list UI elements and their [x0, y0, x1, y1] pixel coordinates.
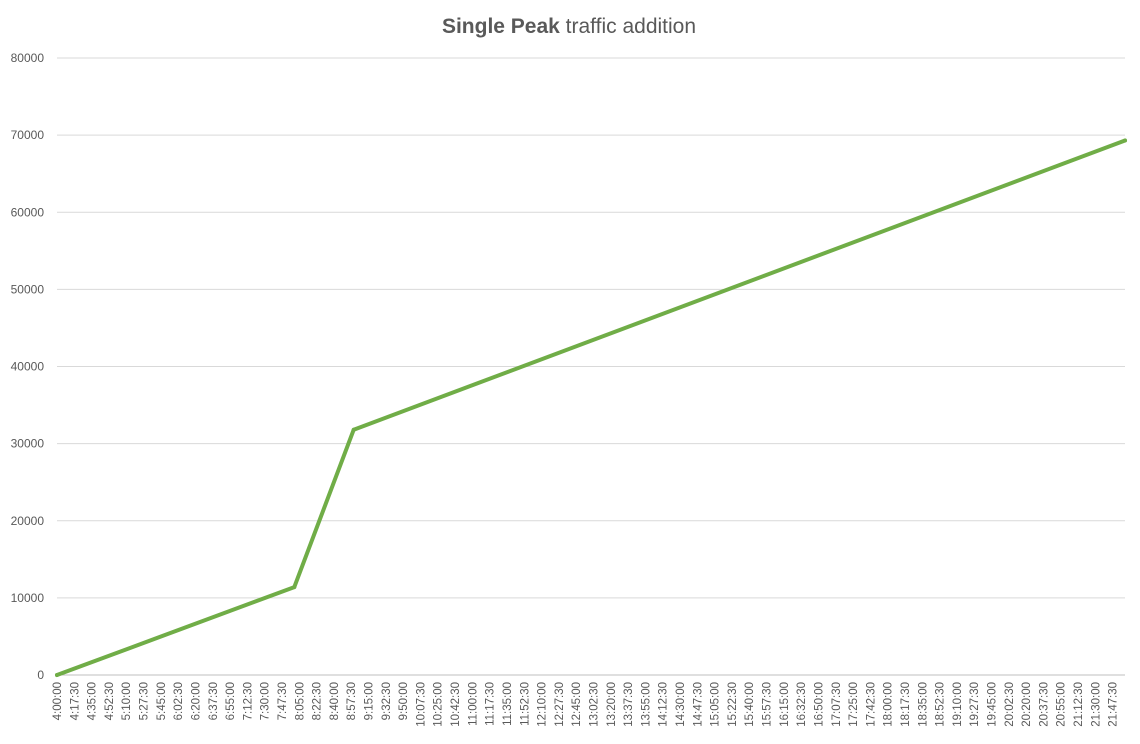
x-tick-label: 13:20:00: [606, 682, 618, 727]
y-tick-label: 50000: [11, 282, 45, 296]
data-point: [1123, 138, 1127, 143]
x-tick-label: 6:02:30: [173, 682, 185, 720]
x-tick-label: 6:20:00: [190, 682, 202, 720]
chart-title: Single Peak traffic addition: [442, 15, 696, 38]
x-tick-label: 13:37:30: [623, 682, 635, 727]
x-tick-label: 20:37:30: [1038, 682, 1050, 727]
x-tick-label: 21:30:00: [1090, 682, 1102, 727]
series-line: [55, 138, 1127, 677]
x-tick-label: 15:22:30: [727, 682, 739, 727]
x-tick-label: 5:10:00: [121, 682, 133, 720]
x-tick-label: 16:32:30: [796, 682, 808, 727]
x-tick-label: 19:45:00: [987, 682, 999, 727]
y-tick-label: 20000: [11, 514, 45, 528]
x-tick-label: 9:15:00: [364, 682, 376, 720]
y-tick-label: 80000: [11, 51, 45, 65]
x-tick-label: 7:12:30: [242, 682, 254, 720]
y-tick-label: 70000: [11, 128, 45, 142]
x-tick-label: 20:55:00: [1056, 682, 1068, 727]
x-tick-label: 7:47:30: [277, 682, 289, 720]
x-tick-label: 13:55:00: [640, 682, 652, 727]
x-tick-label: 21:47:30: [1108, 682, 1120, 727]
chart-title-bold: Single Peak: [442, 15, 560, 38]
y-tick-label: 40000: [11, 360, 45, 374]
data-point: [292, 585, 297, 590]
x-tick-label: 11:17:30: [485, 682, 497, 726]
x-tick-label: 9:50:00: [398, 682, 410, 720]
x-tick-label: 4:17:30: [69, 682, 81, 720]
x-tick-label: 4:00:00: [52, 682, 64, 720]
gridlines: [57, 57, 1125, 599]
x-tick-label: 10:07:30: [415, 682, 427, 727]
x-tick-label: 8:05:00: [294, 682, 306, 720]
y-tick-label: 30000: [11, 437, 45, 451]
x-tick-label: 12:27:30: [554, 682, 566, 727]
y-tick-label: 0: [37, 668, 44, 682]
x-tick-label: 18:35:00: [917, 682, 929, 727]
x-tick-label: 15:57:30: [762, 682, 774, 727]
x-tick-label: 11:00:00: [467, 682, 479, 726]
x-tick-label: 18:52:30: [935, 682, 947, 727]
x-tick-label: 6:55:00: [225, 682, 237, 720]
x-tick-label: 11:52:30: [519, 682, 531, 726]
chart-title-rest: traffic addition: [560, 15, 696, 38]
series-layer: [55, 138, 1127, 677]
x-tick-label: 5:27:30: [139, 682, 151, 720]
x-tick-label: 9:32:30: [381, 682, 393, 720]
data-point: [55, 673, 59, 677]
x-tick-label: 4:52:30: [104, 682, 116, 720]
x-tick-label: 12:45:00: [571, 682, 583, 727]
x-axis: 4:00:00 4:17:30 4:35:00 4:52:30 5:10:00 5:27:…: [52, 674, 1125, 727]
x-tick-label: 14:12:30: [658, 682, 670, 727]
x-tick-label: 10:25:00: [433, 682, 445, 727]
x-tick-label: 6:37:30: [208, 682, 220, 720]
x-tick-label: 8:22:30: [312, 682, 324, 720]
x-tick-label: 16:50:00: [813, 682, 825, 727]
x-tick-label: 17:07:30: [831, 682, 843, 727]
y-tick-label: 60000: [11, 205, 45, 219]
x-tick-label: 8:40:00: [329, 682, 341, 720]
y-tick-label: 10000: [11, 591, 45, 605]
x-tick-label: 20:20:00: [1021, 682, 1033, 727]
x-tick-label: 13:02:30: [588, 682, 600, 727]
x-tick-label: 5:45:00: [156, 682, 168, 720]
x-tick-label: 14:30:00: [675, 682, 687, 727]
y-axis: 0 10000 20000 30000 40000 50000 60000 70000 8000…: [11, 51, 45, 682]
data-point: [351, 427, 356, 432]
x-tick-label: 20:02:30: [1004, 682, 1016, 727]
x-tick-label: 12:10:00: [537, 682, 549, 727]
x-tick-label: 17:25:00: [848, 682, 860, 727]
x-tick-label: 17:42:30: [865, 682, 877, 727]
x-tick-label: 7:30:00: [260, 682, 272, 720]
x-tick-label: 19:27:30: [969, 682, 981, 727]
x-tick-label: 15:40:00: [744, 682, 756, 727]
x-tick-label: 14:47:30: [692, 682, 704, 727]
x-tick-label: 8:57:30: [346, 682, 358, 720]
x-tick-label: 18:00:00: [883, 682, 895, 727]
x-tick-label: 21:12:30: [1073, 682, 1085, 727]
x-tick-label: 4:35:00: [87, 682, 99, 720]
x-tick-label: 16:15:00: [779, 682, 791, 727]
x-tick-label: 15:05:00: [710, 682, 722, 727]
x-tick-label: 10:42:30: [450, 682, 462, 727]
x-tick-label: 18:17:30: [900, 682, 912, 727]
x-tick-label: 19:10:00: [952, 682, 964, 727]
x-tick-label: 11:35:00: [502, 682, 514, 726]
